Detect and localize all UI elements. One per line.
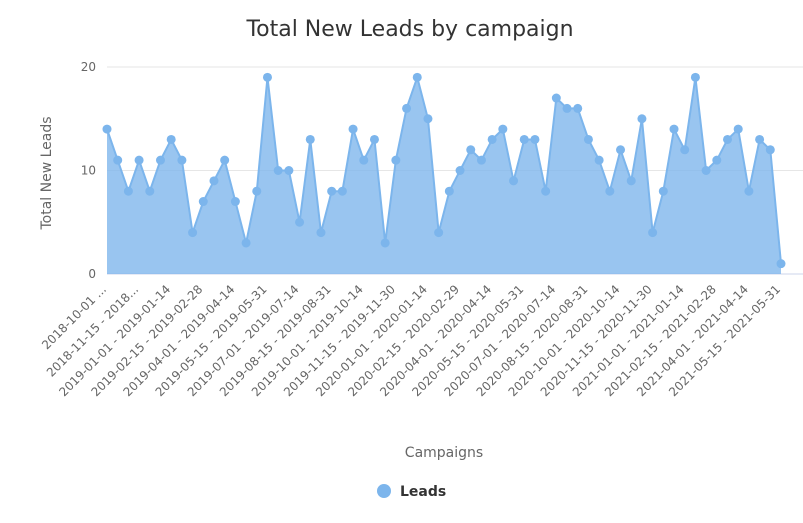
data-point[interactable] xyxy=(616,145,626,155)
data-point[interactable] xyxy=(519,134,529,144)
data-point[interactable] xyxy=(359,155,369,165)
data-point[interactable] xyxy=(316,228,326,238)
data-point[interactable] xyxy=(583,134,593,144)
data-point[interactable] xyxy=(284,166,294,175)
x-axis-label: Campaigns xyxy=(405,445,483,461)
data-point[interactable] xyxy=(145,186,155,196)
series-area xyxy=(107,77,781,274)
data-point[interactable] xyxy=(605,186,615,196)
data-point[interactable] xyxy=(487,134,497,144)
data-point[interactable] xyxy=(209,176,219,186)
data-point[interactable] xyxy=(626,176,636,186)
data-point[interactable] xyxy=(701,166,711,175)
data-point[interactable] xyxy=(262,72,272,82)
data-point[interactable] xyxy=(755,134,765,144)
legend-marker-leads[interactable] xyxy=(377,484,391,498)
data-point[interactable] xyxy=(134,155,144,165)
data-point[interactable] xyxy=(273,166,283,175)
data-point[interactable] xyxy=(230,197,240,207)
data-point[interactable] xyxy=(380,238,390,248)
data-point[interactable] xyxy=(530,134,540,144)
data-point[interactable] xyxy=(541,186,551,196)
data-point[interactable] xyxy=(337,186,347,196)
data-point[interactable] xyxy=(220,155,230,165)
data-point[interactable] xyxy=(573,103,583,113)
data-point[interactable] xyxy=(455,166,465,175)
data-point[interactable] xyxy=(295,217,305,227)
data-point[interactable] xyxy=(305,134,315,144)
y-tick-label: 0 xyxy=(88,267,96,281)
data-point[interactable] xyxy=(669,124,679,134)
chart-title: Total New Leads by campaign xyxy=(245,17,573,42)
data-point[interactable] xyxy=(123,186,133,196)
data-point[interactable] xyxy=(744,186,754,196)
data-point[interactable] xyxy=(551,93,561,103)
data-point[interactable] xyxy=(466,145,476,155)
x-axis-ticks: 2018-10-01 ...2018-11-15 - 2018...2019-0… xyxy=(39,282,783,399)
data-point[interactable] xyxy=(498,124,508,134)
data-point[interactable] xyxy=(648,228,658,238)
data-point[interactable] xyxy=(252,186,262,196)
data-point[interactable] xyxy=(434,228,444,238)
y-tick-label: 20 xyxy=(81,60,96,74)
data-point[interactable] xyxy=(102,124,112,134)
data-point[interactable] xyxy=(444,186,454,196)
data-point[interactable] xyxy=(509,176,519,186)
data-point[interactable] xyxy=(562,103,572,113)
data-point[interactable] xyxy=(594,155,604,165)
y-tick-label: 10 xyxy=(81,164,96,178)
data-point[interactable] xyxy=(113,155,123,165)
data-point[interactable] xyxy=(637,114,647,124)
data-point[interactable] xyxy=(765,145,775,155)
data-point[interactable] xyxy=(412,72,422,82)
data-point[interactable] xyxy=(402,103,412,113)
data-point[interactable] xyxy=(369,134,379,144)
data-point[interactable] xyxy=(348,124,358,134)
data-point[interactable] xyxy=(680,145,690,155)
data-point[interactable] xyxy=(177,155,187,165)
data-point[interactable] xyxy=(327,186,337,196)
legend[interactable]: Leads xyxy=(377,484,446,500)
data-point[interactable] xyxy=(423,114,433,124)
legend-label-leads[interactable]: Leads xyxy=(400,484,446,500)
data-point[interactable] xyxy=(391,155,401,165)
data-point[interactable] xyxy=(776,259,786,269)
data-point[interactable] xyxy=(198,197,208,207)
data-point[interactable] xyxy=(723,134,733,144)
data-point[interactable] xyxy=(155,155,165,165)
y-axis-label: Total New Leads xyxy=(39,116,55,230)
data-point[interactable] xyxy=(658,186,668,196)
data-point[interactable] xyxy=(712,155,722,165)
series-line xyxy=(106,73,782,264)
data-point[interactable] xyxy=(476,155,486,165)
y-axis-ticks: 0 10 20 xyxy=(81,60,96,281)
data-point[interactable] xyxy=(188,228,198,238)
data-point[interactable] xyxy=(733,124,743,134)
data-point[interactable] xyxy=(241,238,251,248)
data-point[interactable] xyxy=(690,72,700,82)
series-leads xyxy=(102,72,786,274)
data-point[interactable] xyxy=(166,134,176,144)
